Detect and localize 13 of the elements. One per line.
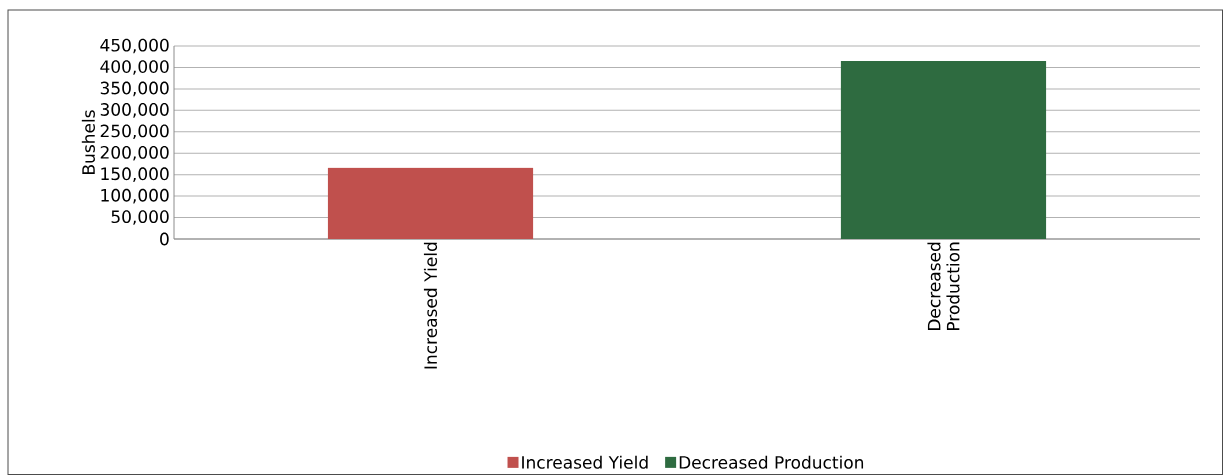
- legend-label: Decreased Production: [679, 455, 864, 469]
- y-tick-label: 450,000: [100, 38, 169, 54]
- y-tick-label: 400,000: [100, 60, 169, 75]
- y-tick-label: 50,000: [111, 210, 169, 225]
- y-axis-title: Bushels: [81, 110, 95, 174]
- y-tick-label: 300,000: [100, 103, 169, 118]
- y-tick-label: 150,000: [101, 167, 169, 182]
- y-tick-label: 100,000: [101, 188, 169, 204]
- y-tick-label: 200,000: [100, 145, 169, 161]
- y-tick-label: 350,000: [100, 81, 169, 97]
- y-tick-label: 0: [160, 232, 169, 246]
- y-tick-label: 250,000: [100, 124, 169, 140]
- legend-label: Increased Yield: [522, 455, 648, 469]
